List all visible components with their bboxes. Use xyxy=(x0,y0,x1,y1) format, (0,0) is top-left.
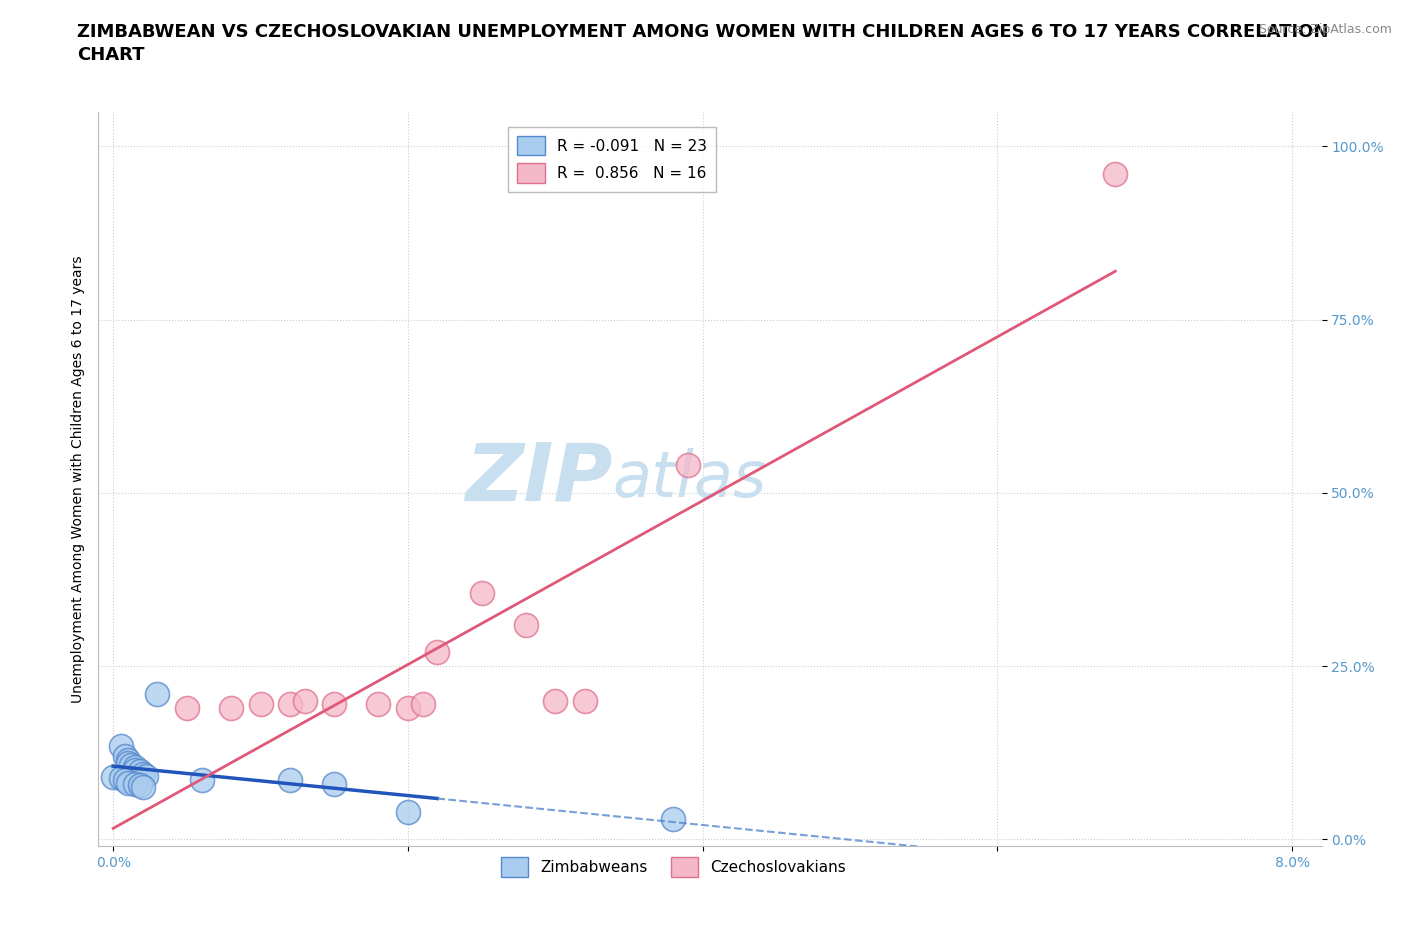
Point xyxy=(249,697,271,711)
Point xyxy=(662,811,685,826)
Point xyxy=(278,697,301,711)
Point xyxy=(110,738,132,753)
Text: ZIP: ZIP xyxy=(465,440,612,518)
Point xyxy=(101,769,124,784)
Point xyxy=(124,777,146,791)
Point xyxy=(146,686,169,701)
Point xyxy=(128,777,150,792)
Point xyxy=(544,693,567,708)
Point xyxy=(131,780,153,795)
Point xyxy=(117,756,139,771)
Point xyxy=(367,697,389,711)
Point xyxy=(396,700,419,715)
Point xyxy=(128,764,150,779)
Point xyxy=(412,697,434,711)
Point xyxy=(110,771,132,786)
Point xyxy=(574,693,596,708)
Point xyxy=(124,759,146,774)
Point xyxy=(323,697,346,711)
Point xyxy=(114,749,136,764)
Point xyxy=(124,763,146,777)
Point xyxy=(1104,166,1126,181)
Legend: Zimbabweans, Czechoslovakians: Zimbabweans, Czechoslovakians xyxy=(495,851,852,883)
Point xyxy=(219,700,242,715)
Text: CHART: CHART xyxy=(77,46,145,64)
Point xyxy=(323,777,346,791)
Point xyxy=(676,458,699,472)
Y-axis label: Unemployment Among Women with Children Ages 6 to 17 years: Unemployment Among Women with Children A… xyxy=(70,255,84,703)
Point xyxy=(396,804,419,819)
Point xyxy=(120,757,142,772)
Point xyxy=(471,586,494,601)
Text: atlas: atlas xyxy=(612,448,766,510)
Point xyxy=(131,766,153,781)
Point xyxy=(190,773,212,788)
Text: Source: ZipAtlas.com: Source: ZipAtlas.com xyxy=(1258,23,1392,36)
Point xyxy=(114,773,136,788)
Point xyxy=(294,693,316,708)
Point xyxy=(135,768,157,783)
Point xyxy=(176,700,198,715)
Point xyxy=(117,775,139,790)
Point xyxy=(426,644,449,659)
Point xyxy=(117,752,139,767)
Point xyxy=(278,773,301,788)
Text: ZIMBABWEAN VS CZECHOSLOVAKIAN UNEMPLOYMENT AMONG WOMEN WITH CHILDREN AGES 6 TO 1: ZIMBABWEAN VS CZECHOSLOVAKIAN UNEMPLOYME… xyxy=(77,23,1329,41)
Point xyxy=(515,618,537,632)
